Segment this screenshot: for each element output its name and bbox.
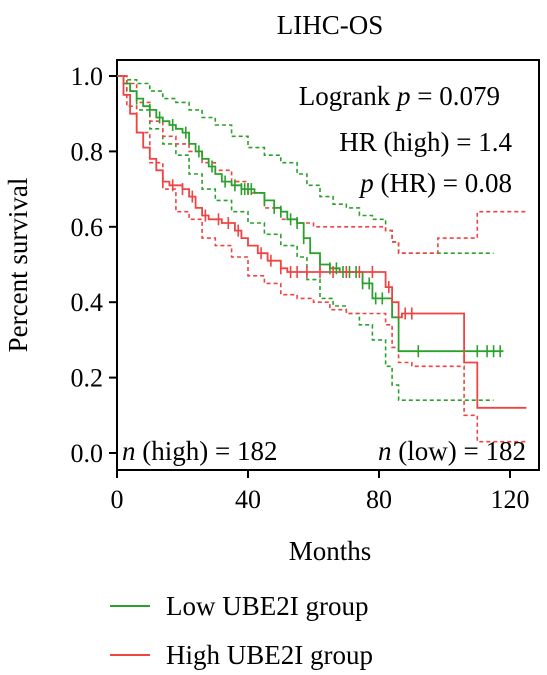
x-tick-label: 40 <box>235 485 261 514</box>
n-high-annotation: n (high) = 182 <box>122 436 277 466</box>
high-survival-curve <box>117 75 527 409</box>
y-tick-label: 0.6 <box>71 213 104 242</box>
y-tick-label: 0.8 <box>71 137 104 166</box>
y-axis-label: Percent survival <box>3 178 33 353</box>
y-tick-label: 0.0 <box>71 439 104 468</box>
y-tick-label: 0.4 <box>71 288 104 317</box>
x-tick-label: 0 <box>111 485 124 514</box>
logrank-annotation: Logrank p = 0.079 <box>299 81 500 111</box>
legend-item-low: Low UBE2I group <box>110 591 368 621</box>
survival-curves <box>117 75 527 409</box>
plot-frame <box>116 59 540 471</box>
high-upper-ci <box>117 75 527 254</box>
censor-marks <box>135 92 502 358</box>
x-axis-label: Months <box>289 536 372 566</box>
y-tick-label: 1.0 <box>71 62 104 91</box>
legend-item-high: High UBE2I group <box>110 640 373 670</box>
high-lower-ci <box>117 75 527 443</box>
low-survival-curve <box>117 75 504 353</box>
x-tick-label: 80 <box>366 485 392 514</box>
legend-label-low: Low UBE2I group <box>166 591 368 621</box>
n-low-annotation: n (low) = 182 <box>378 436 526 466</box>
plot-area <box>116 59 540 471</box>
p-hr-annotation: p (HR) = 0.08 <box>358 168 512 198</box>
low-upper-ci <box>117 75 494 254</box>
hr-annotation: HR (high) = 1.4 <box>339 127 512 157</box>
axes: 0.0 0.2 0.4 0.6 0.8 1.0 0 40 80 120 <box>71 62 530 514</box>
legend: Low UBE2I group High UBE2I group <box>110 591 373 670</box>
y-tick-label: 0.2 <box>71 364 104 393</box>
chart-title: LIHC-OS <box>277 10 384 40</box>
x-tick-label: 120 <box>491 485 530 514</box>
legend-label-high: High UBE2I group <box>166 640 373 670</box>
confidence-bands <box>117 75 527 443</box>
